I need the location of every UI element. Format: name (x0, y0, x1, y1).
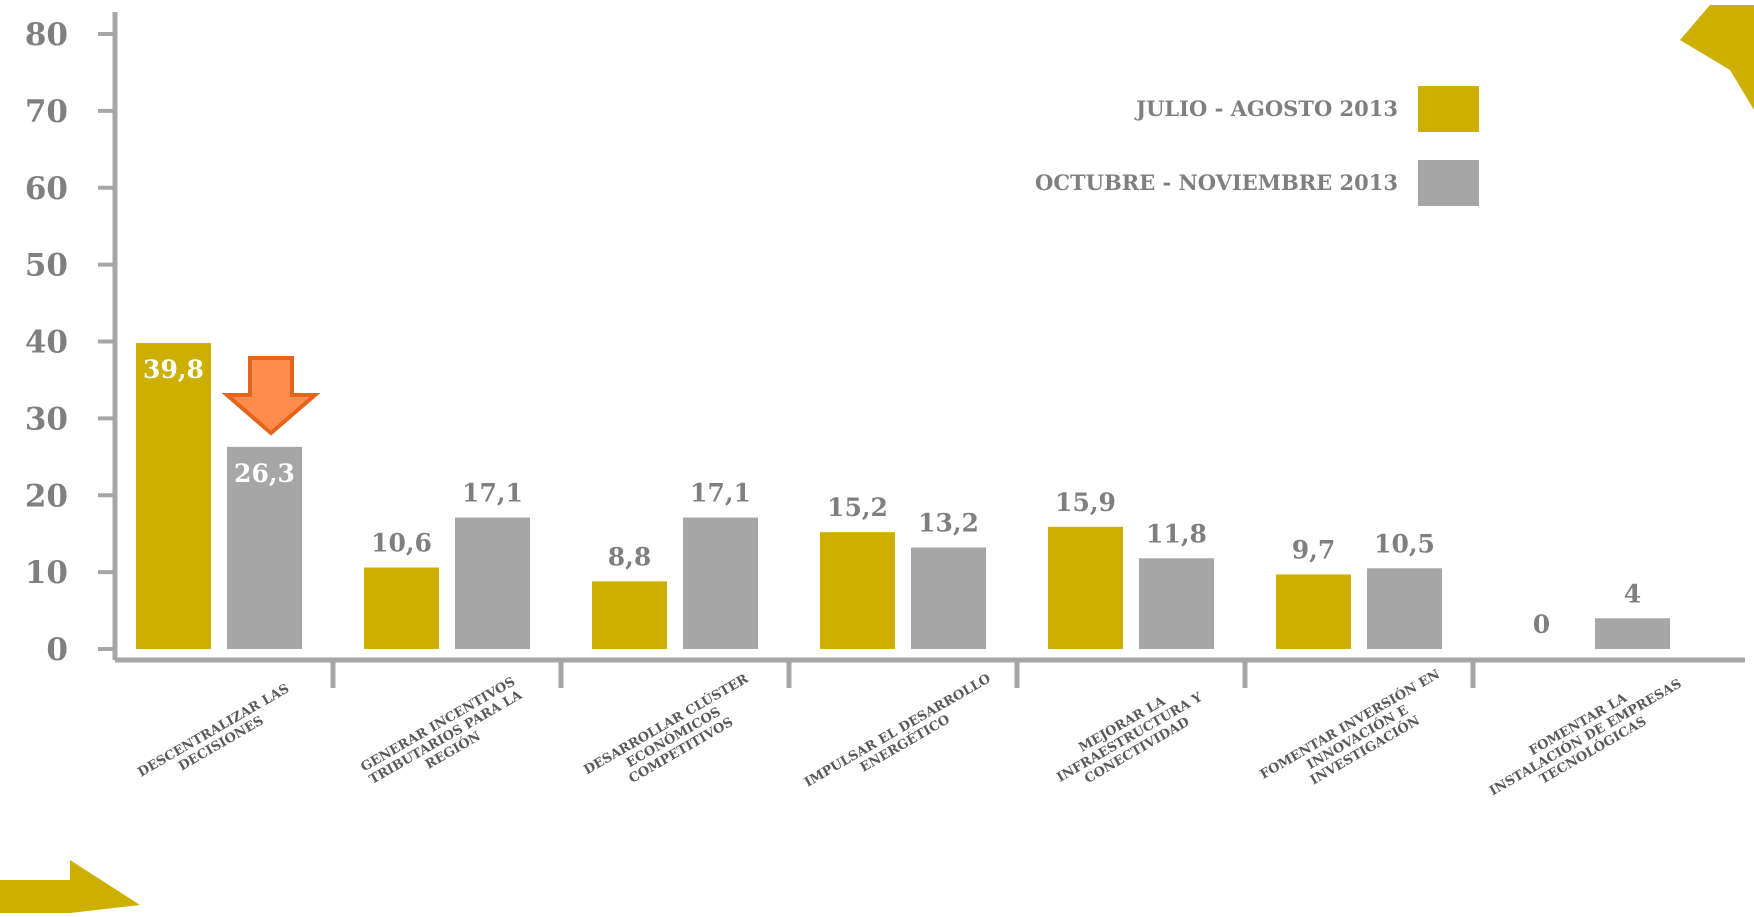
y-tick-label: 10 (25, 555, 68, 591)
bar (227, 446, 302, 649)
y-tick-label: 60 (25, 171, 68, 207)
legend-label: JULIO - AGOSTO 2013 (1134, 96, 1398, 121)
value-label: 26,3 (234, 459, 295, 488)
x-tick-label: DESCENTRALIZAR LASDECISIONES (136, 681, 300, 793)
x-tick-label: FOMENTAR INVERSIÓN ENINNOVACIÓN EINVESTI… (1257, 665, 1458, 808)
y-tick-label: 0 (46, 632, 68, 668)
value-label: 39,8 (143, 355, 204, 384)
y-tick-label: 50 (25, 248, 68, 284)
legend-label: OCTUBRE - NOVIEMBRE 2013 (1035, 170, 1398, 195)
y-tick-label: 40 (25, 325, 68, 361)
corner-arrow (1680, 5, 1754, 110)
bar (683, 517, 758, 649)
bar (592, 581, 667, 649)
value-label: 8,8 (608, 542, 652, 571)
value-label: 17,1 (462, 479, 523, 508)
value-label: 15,9 (1055, 488, 1116, 517)
x-tick-label: MEJORAR LAINFRAESTRUCTURA YCONECTIVIDAD (1047, 677, 1213, 799)
value-label: 10,6 (371, 529, 432, 558)
legend-swatch (1418, 86, 1479, 132)
y-tick-label: 80 (25, 17, 68, 53)
bar (136, 343, 211, 649)
x-tick-label: DESARROLLAR CLÚSTERECONÓMICOSCOMPETITIVO… (580, 670, 766, 804)
bar (1595, 618, 1670, 649)
y-tick-label: 20 (25, 478, 68, 514)
corner-arrow (0, 860, 140, 913)
y-tick-label: 70 (25, 94, 68, 130)
bar (1367, 568, 1442, 649)
value-label: 0 (1533, 610, 1550, 639)
value-label: 15,2 (827, 493, 888, 522)
down-arrow (221, 356, 321, 436)
bar (1276, 574, 1351, 649)
bar (455, 517, 530, 649)
value-label: 9,7 (1292, 535, 1336, 564)
value-label: 10,5 (1374, 529, 1435, 558)
bar (1048, 526, 1123, 649)
value-label: 13,2 (918, 509, 979, 538)
value-label: 11,8 (1146, 519, 1207, 548)
y-tick-label: 30 (25, 401, 68, 437)
bar (364, 567, 439, 649)
x-tick-label: GENERAR INCENTIVOSTRIBUTARIOS PARA LAREG… (359, 674, 533, 801)
value-label: 4 (1624, 579, 1641, 608)
value-label: 17,1 (690, 479, 751, 508)
x-tick-label: FOMENTAR LAINSTALACIÓN DE EMPRESASTECNOL… (1480, 664, 1692, 813)
legend-swatch (1418, 160, 1479, 206)
bar (911, 547, 986, 649)
x-tick-label: IMPULSAR EL DESARROLLOENERGÉTICO (802, 671, 1001, 803)
bar (820, 532, 895, 649)
bar (1139, 558, 1214, 649)
